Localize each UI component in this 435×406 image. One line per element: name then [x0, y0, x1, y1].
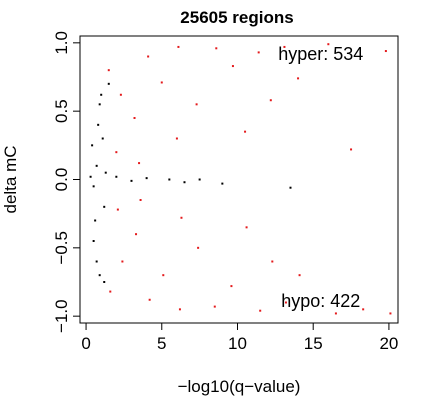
- point-black: [98, 274, 101, 277]
- x-axis: 0 5 10 15 20: [81, 322, 398, 353]
- point-black: [104, 171, 107, 174]
- point-red: [297, 77, 300, 80]
- point-red: [162, 274, 165, 277]
- point-red: [197, 246, 200, 249]
- point-red: [147, 55, 150, 58]
- point-red: [175, 137, 178, 140]
- point-red: [213, 305, 216, 308]
- point-black: [221, 182, 224, 185]
- x-axis-label: −log10(q−value): [178, 377, 301, 396]
- point-black: [95, 164, 98, 167]
- point-black: [145, 177, 148, 180]
- point-black: [89, 175, 92, 178]
- point-black: [92, 240, 95, 242]
- x-tick-label: 5: [157, 334, 166, 353]
- point-red: [177, 45, 180, 48]
- point-red: [350, 148, 353, 151]
- plot-frame: [79, 35, 399, 324]
- point-red: [271, 260, 274, 263]
- x-tick-label: 0: [81, 334, 90, 353]
- y-tick-label: −1.0: [52, 299, 71, 333]
- point-red: [148, 298, 151, 301]
- point-black: [130, 179, 133, 182]
- point-red: [389, 312, 392, 315]
- point-black: [100, 93, 103, 96]
- point-red: [384, 50, 387, 53]
- y-tick-label: 1.0: [52, 31, 71, 55]
- point-black: [198, 178, 201, 181]
- point-black: [103, 281, 106, 283]
- scatter-points: [89, 43, 392, 315]
- y-tick-label: 0.5: [52, 99, 71, 123]
- point-black: [101, 137, 104, 140]
- point-red: [119, 93, 122, 96]
- hypo-count-label: hypo: 422: [281, 291, 360, 311]
- x-tick-label: 20: [379, 334, 398, 353]
- point-black: [115, 175, 118, 178]
- point-red: [245, 226, 248, 229]
- point-red: [298, 274, 301, 277]
- point-red: [139, 199, 142, 201]
- point-red: [133, 117, 136, 119]
- point-red: [269, 99, 272, 102]
- point-red: [284, 301, 287, 304]
- point-red: [178, 308, 181, 311]
- point-black: [103, 205, 106, 208]
- y-tick-label: 0.0: [52, 168, 71, 192]
- y-axis: −1.0 −0.5 0.0 0.5 1.0: [52, 31, 81, 333]
- point-black: [107, 82, 110, 85]
- point-black: [92, 185, 95, 188]
- point-red: [230, 285, 233, 288]
- point-red: [109, 290, 112, 293]
- point-red: [160, 81, 163, 84]
- point-black: [98, 103, 101, 106]
- point-black: [289, 186, 292, 189]
- point-red: [259, 309, 262, 312]
- point-red: [257, 51, 260, 54]
- x-tick-label: 10: [228, 334, 247, 353]
- x-tick-label: 15: [304, 334, 323, 353]
- point-red: [244, 130, 247, 133]
- y-tick-label: −0.5: [52, 231, 71, 265]
- chart-title: 25605 regions: [180, 8, 293, 27]
- point-black: [95, 260, 98, 263]
- point-black: [97, 123, 100, 126]
- point-red: [283, 45, 286, 48]
- point-red: [180, 216, 183, 219]
- point-red: [121, 260, 124, 263]
- point-red: [107, 69, 110, 72]
- point-red: [138, 162, 141, 165]
- point-red: [116, 208, 119, 211]
- point-red: [135, 233, 138, 236]
- point-black: [183, 181, 186, 184]
- point-red: [195, 103, 198, 106]
- point-red: [327, 43, 330, 46]
- point-black: [94, 219, 97, 222]
- point-red: [334, 312, 337, 315]
- point-red: [362, 308, 365, 311]
- y-axis-label: delta mC: [1, 145, 20, 213]
- hyper-count-label: hyper: 534: [278, 44, 363, 64]
- point-red: [231, 65, 234, 68]
- point-red: [215, 47, 218, 50]
- point-red: [115, 151, 118, 154]
- point-black: [168, 178, 171, 181]
- point-black: [91, 144, 94, 147]
